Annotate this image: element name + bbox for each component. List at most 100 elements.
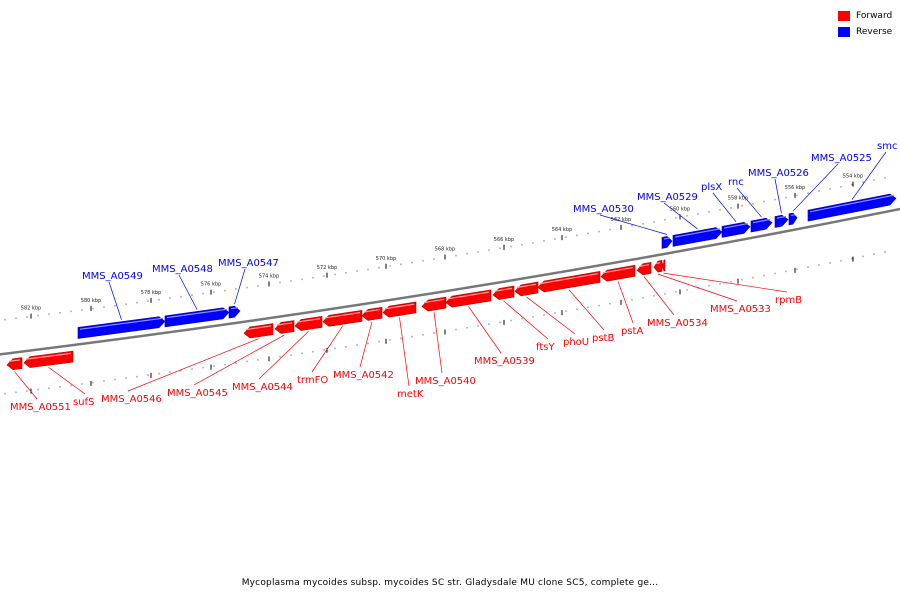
gene-leader-trmfo (311, 326, 343, 373)
genes-layer (6, 193, 897, 371)
gene-leader-phou (526, 296, 576, 335)
legend-item-reverse: Reverse (838, 25, 892, 39)
gene-arrow-rnc[interactable] (750, 217, 773, 233)
scale-tick-label: 574 kbp (259, 273, 279, 279)
scale-tick-label: 576 kbp (201, 282, 221, 288)
scale-tick-label: 580 kbp (81, 298, 101, 304)
gene-leader-rpmb (663, 272, 788, 293)
gene-highlight (723, 223, 749, 229)
legend-swatch-forward (838, 11, 850, 21)
gene-label-mms-a0526[interactable]: MMS_A0526 (748, 168, 809, 179)
gene-label-ftsy[interactable]: ftsY (536, 342, 555, 353)
scale-tick-label: 566 kbp (494, 237, 514, 243)
scale-tick-label: 568 kbp (435, 246, 455, 252)
gene-highlight (602, 266, 634, 274)
gene-highlight (539, 273, 599, 285)
map-caption: Mycoplasma mycoides subsp. mycoides SC s… (241, 578, 659, 588)
gene-arrow-mms-a0529[interactable] (672, 227, 723, 247)
gene-label-mms-a0529[interactable]: MMS_A0529 (637, 192, 698, 203)
gene-leader-mms-a0539 (468, 306, 502, 354)
legend-label-forward: Forward (856, 11, 893, 21)
gene-arrow-mms-a0525[interactable] (788, 212, 798, 226)
gene-highlight (166, 308, 228, 319)
gene-leader-mms-a0544 (258, 331, 309, 380)
scale-tick-label: 560 kbp (670, 206, 690, 212)
gene-label-mms-a0533[interactable]: MMS_A0533 (710, 304, 771, 315)
gene-leader-mms-a0534 (643, 276, 675, 316)
gene-highlight (363, 308, 381, 313)
gene-arrow-mms-a0548[interactable] (164, 307, 230, 328)
gene-label-psta[interactable]: pstA (621, 326, 643, 337)
gene-label-rpmb[interactable]: rpmB (775, 295, 802, 306)
gene-leader-mms-a0542 (359, 321, 373, 368)
gene-label-mms-a0530[interactable]: MMS_A0530 (573, 204, 634, 215)
gene-leader-psta (617, 281, 634, 324)
gene-label-mms-a0551[interactable]: MMS_A0551 (10, 402, 71, 413)
gene-label-mms-a0534[interactable]: MMS_A0534 (647, 318, 708, 329)
gene-highlight (324, 312, 361, 319)
labels-layer: MMS_A0551 sufS MMS_A0549 MMS_A0548 MMS_A0547… (10, 141, 897, 413)
gene-label-mms-a0539[interactable]: MMS_A0539 (474, 356, 535, 367)
gene-leader-mms-a0546 (127, 338, 259, 392)
gene-label-mms-a0549[interactable]: MMS_A0549 (82, 271, 143, 282)
gene-label-metk[interactable]: metK (397, 389, 424, 400)
gene-highlight (423, 298, 445, 304)
gene-leader-mms-a0540 (433, 312, 443, 374)
legend-swatch-reverse (838, 27, 850, 37)
gene-highlight (230, 307, 239, 310)
genome-backbone (0, 207, 900, 356)
gene-highlight (674, 228, 721, 238)
gene-label-pstb[interactable]: pstB (592, 333, 614, 344)
gene-arrow-mms-a0533[interactable] (653, 260, 663, 273)
gene-label-mms-a0542[interactable]: MMS_A0542 (333, 370, 394, 381)
gene-label-phou[interactable]: phoU (563, 337, 589, 348)
gene-highlight (516, 283, 537, 289)
gene-leader-sufs (48, 366, 86, 395)
ticks-layer: 582 kbp 580 kbp 578 kbp 576 kbp 574 kbp 572 k… (4, 174, 886, 395)
gene-leader-rnc (736, 187, 762, 218)
gene-label-mms-a0545[interactable]: MMS_A0545 (167, 388, 228, 399)
gene-arrow-mms-a0549[interactable] (77, 316, 166, 339)
gene-label-mms-a0547[interactable]: MMS_A0547 (218, 258, 279, 269)
scale-tick-label: 578 kbp (141, 290, 161, 296)
gene-highlight (245, 325, 272, 331)
gene-highlight (25, 352, 72, 360)
gene-label-trmfo[interactable]: trmFO (297, 375, 328, 386)
gene-leader-mms-a0526 (774, 178, 782, 214)
scale-tick-label: 562 kbp (611, 217, 631, 223)
gene-highlight (384, 303, 415, 310)
gene-arrow-plsx[interactable] (721, 222, 751, 238)
gene-highlight (776, 215, 787, 219)
gene-leader-mms-a0545 (193, 334, 285, 386)
gene-label-smc[interactable]: smc (877, 141, 897, 152)
gene-label-mms-a0546[interactable]: MMS_A0546 (101, 394, 162, 405)
scale-tick-label: 556 kbp (785, 185, 805, 191)
gene-leader-plsx (712, 192, 737, 223)
gene-label-mms-a0540[interactable]: MMS_A0540 (415, 376, 476, 387)
gene-label-mms-a0525[interactable]: MMS_A0525 (811, 153, 872, 164)
gene-arrow-smc[interactable] (807, 193, 897, 222)
gene-leader-mms-a0529 (663, 202, 698, 230)
gene-highlight (296, 318, 321, 323)
gene-label-plsx[interactable]: plsX (701, 182, 722, 193)
scale-tick-label: 558 kbp (728, 196, 748, 202)
scale-tick-label: 570 kbp (376, 256, 396, 262)
gene-label-mms-a0544[interactable]: MMS_A0544 (232, 382, 293, 393)
gene-arrow-rpmb[interactable] (661, 259, 666, 272)
leaders-layer (14, 151, 887, 400)
gene-label-mms-a0548[interactable]: MMS_A0548 (152, 264, 213, 275)
scale-tick-label: 554 kbp (843, 174, 863, 180)
legend-item-forward: Forward (838, 9, 892, 23)
gene-highlight (655, 262, 661, 265)
gene-leader-pstb (568, 289, 605, 331)
gene-leader-mms-a0549 (108, 281, 122, 320)
scale-tick-label: 564 kbp (552, 227, 572, 233)
gene-leader-smc (851, 151, 887, 200)
gene-label-sufs[interactable]: sufS (73, 397, 94, 408)
gene-leader-metk (399, 317, 410, 387)
gene-label-rnc[interactable]: rnc (728, 177, 744, 188)
legend: Forward Reverse (838, 9, 892, 41)
gene-highlight (638, 264, 650, 268)
gene-highlight (663, 237, 671, 240)
gene-highlight (8, 359, 21, 362)
